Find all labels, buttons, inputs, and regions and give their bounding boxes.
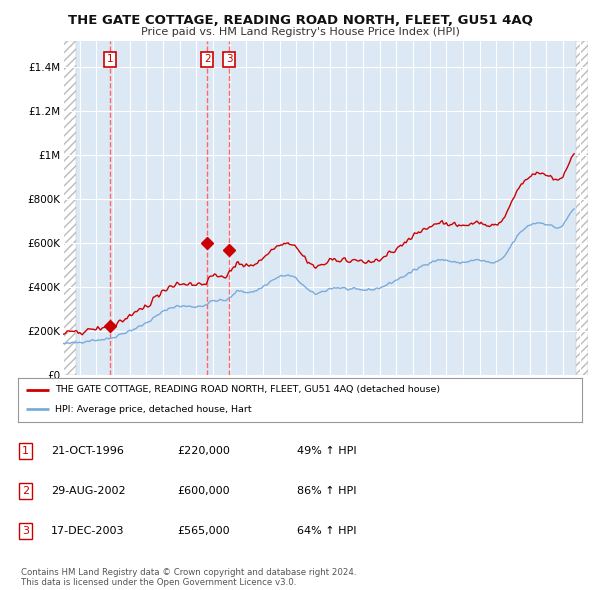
Text: Price paid vs. HM Land Registry's House Price Index (HPI): Price paid vs. HM Land Registry's House … <box>140 27 460 37</box>
Text: Contains HM Land Registry data © Crown copyright and database right 2024.
This d: Contains HM Land Registry data © Crown c… <box>21 568 356 587</box>
Bar <box>63 41 76 375</box>
Text: HPI: Average price, detached house, Hart: HPI: Average price, detached house, Hart <box>55 405 251 414</box>
Text: 2: 2 <box>22 486 29 496</box>
Text: 2: 2 <box>204 54 211 64</box>
Text: 3: 3 <box>226 54 232 64</box>
Text: 49% ↑ HPI: 49% ↑ HPI <box>297 447 356 456</box>
Text: 3: 3 <box>22 526 29 536</box>
Text: 64% ↑ HPI: 64% ↑ HPI <box>297 526 356 536</box>
Text: 1: 1 <box>22 447 29 456</box>
Text: 86% ↑ HPI: 86% ↑ HPI <box>297 486 356 496</box>
Bar <box>575 41 588 375</box>
Text: 17-DEC-2003: 17-DEC-2003 <box>51 526 125 536</box>
Text: THE GATE COTTAGE, READING ROAD NORTH, FLEET, GU51 4AQ (detached house): THE GATE COTTAGE, READING ROAD NORTH, FL… <box>55 385 440 395</box>
Text: 29-AUG-2002: 29-AUG-2002 <box>51 486 125 496</box>
Text: 1: 1 <box>106 54 113 64</box>
Text: £565,000: £565,000 <box>177 526 230 536</box>
Text: THE GATE COTTAGE, READING ROAD NORTH, FLEET, GU51 4AQ: THE GATE COTTAGE, READING ROAD NORTH, FL… <box>68 14 532 27</box>
Text: £220,000: £220,000 <box>177 447 230 456</box>
Text: 21-OCT-1996: 21-OCT-1996 <box>51 447 124 456</box>
Text: £600,000: £600,000 <box>177 486 230 496</box>
